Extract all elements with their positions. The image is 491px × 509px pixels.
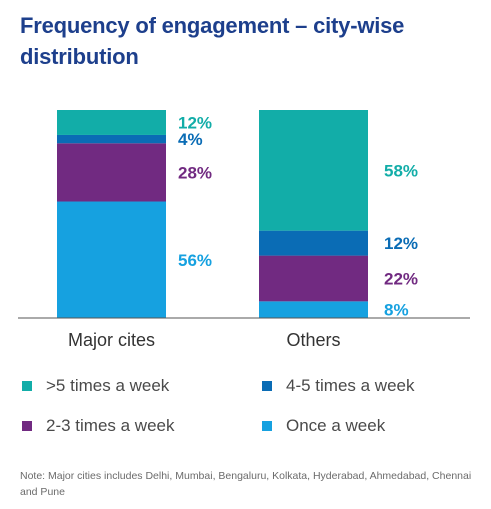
data-label-major-cites-once-a-week: 56% — [178, 251, 212, 270]
footnote: Note: Major cities includes Delhi, Mumba… — [20, 470, 472, 498]
bar-major-cites-once-a-week — [57, 201, 166, 318]
category-label-major-cites: Major cites — [68, 330, 155, 350]
data-label-major-cites-gt5-times-a-week: 12% — [178, 113, 212, 132]
bar-others-2-3-times-a-week — [259, 255, 368, 302]
data-label-others-2-3-times-a-week: 22% — [384, 269, 418, 288]
data-label-major-cites-4-5-times-a-week: 4% — [178, 130, 203, 149]
bar-others-gt5-times-a-week — [259, 110, 368, 231]
bar-major-cites-4-5-times-a-week — [57, 134, 166, 144]
data-label-others-4-5-times-a-week: 12% — [384, 234, 418, 253]
category-label-others: Others — [286, 330, 340, 350]
bar-major-cites-gt5-times-a-week — [57, 110, 166, 135]
data-label-others-once-a-week: 8% — [384, 301, 409, 320]
chart-title: Frequency of engagement – city-wise dist… — [20, 13, 405, 69]
data-label-major-cites-2-3-times-a-week: 28% — [178, 163, 212, 182]
bar-others-once-a-week — [259, 301, 368, 318]
data-label-others-gt5-times-a-week: 58% — [384, 161, 418, 180]
bar-others-4-5-times-a-week — [259, 230, 368, 256]
bar-major-cites-2-3-times-a-week — [57, 143, 166, 202]
